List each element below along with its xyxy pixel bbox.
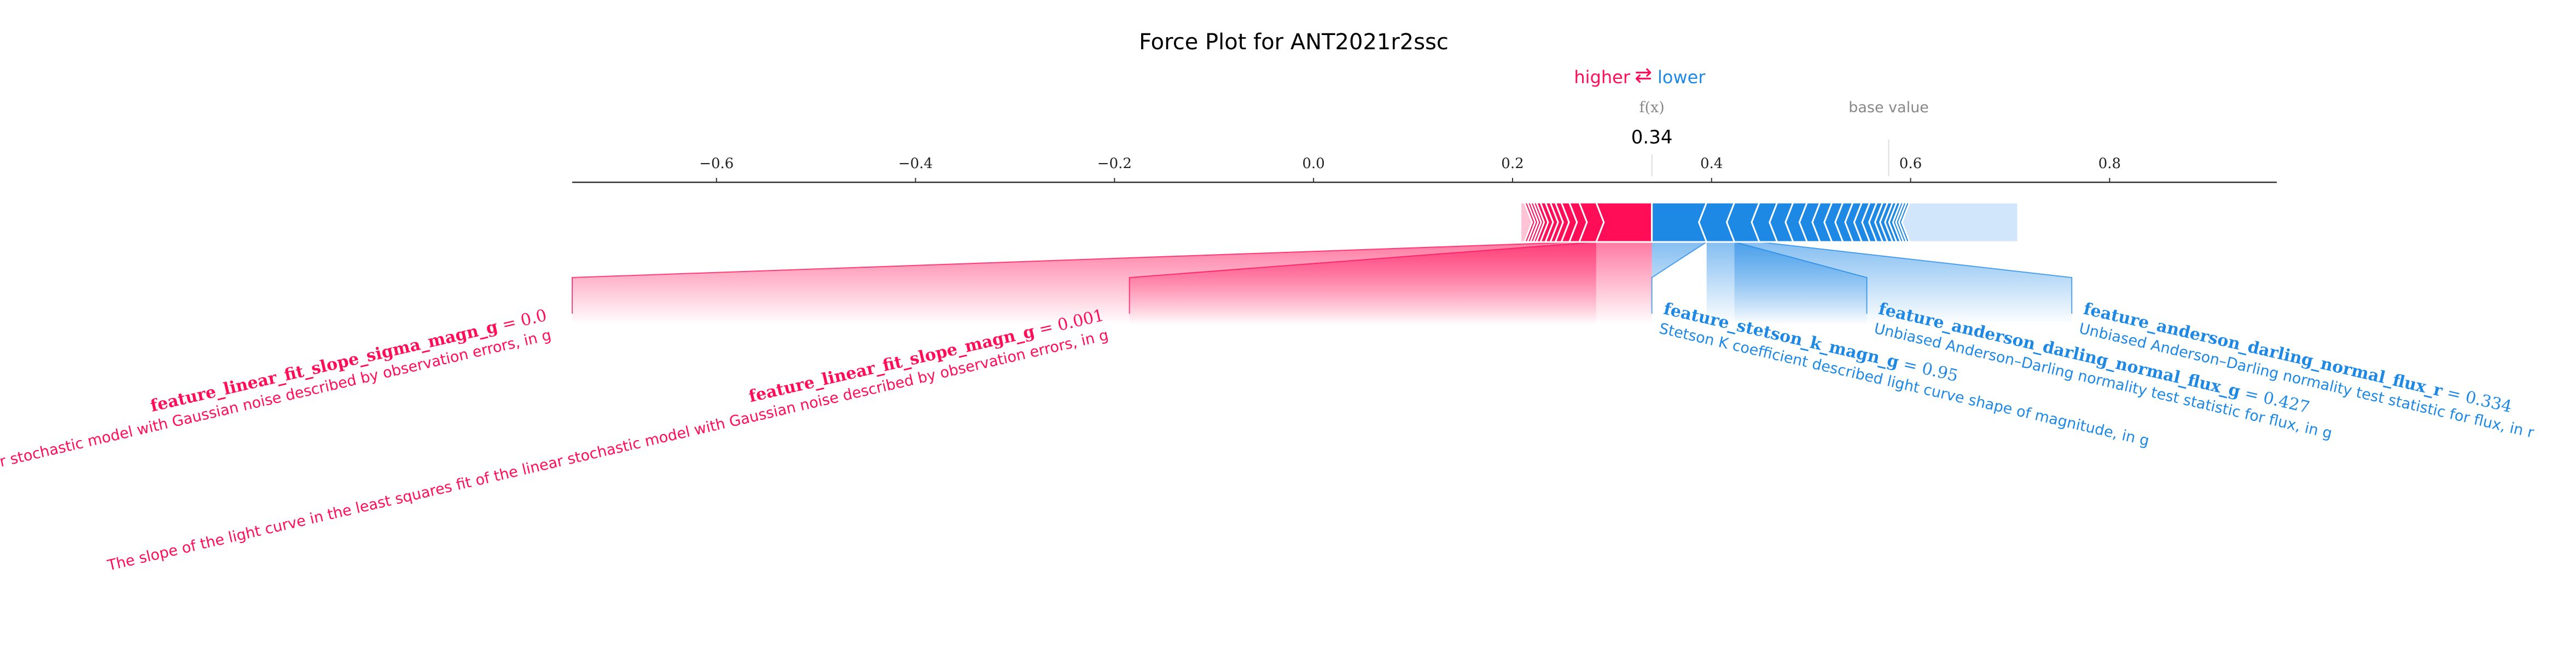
connector-line (1759, 241, 2073, 314)
connector-fans (572, 241, 2073, 325)
connector-line (1129, 241, 1596, 314)
feature-description: The err on the slope of the light curve … (0, 327, 553, 592)
x-tick-label: 0.6 (1899, 155, 1922, 172)
connector-line (572, 241, 1579, 314)
x-tick-label: −0.4 (898, 155, 933, 172)
legend: higher ⇄ lower (1574, 63, 1706, 88)
feature-labels: feature_linear_fit_slope_sigma_magn_g = … (0, 299, 2536, 592)
feature-equals: = (2440, 382, 2468, 406)
feature-equals: = (2238, 383, 2266, 407)
feature-value: 0.0 (519, 306, 548, 331)
x-tick-label: −0.6 (699, 155, 734, 172)
connector-fill (1652, 242, 1707, 325)
x-tick-label: −0.2 (1097, 155, 1132, 172)
connector-fill (1734, 242, 2072, 325)
output-value: 0.34 (1631, 126, 1673, 148)
legend-lower-label: lower (1658, 67, 1706, 88)
base-value-marker: base value (1848, 99, 1929, 176)
connector-line (1651, 241, 1707, 314)
x-tick-label: 0.4 (1700, 155, 1723, 172)
output-label: f(x) (1639, 99, 1665, 116)
output-marker: f(x) 0.34 (1631, 99, 1673, 176)
feature-name-line: feature_linear_fit_slope_sigma_magn_g = … (149, 306, 549, 416)
x-tick-label: 0.8 (2098, 155, 2121, 172)
connector-fill (1129, 242, 1652, 325)
legend-arrows-icon: ⇄ (1635, 63, 1652, 87)
x-axis: −0.6 −0.4 −0.2 0.0 0.2 0.4 0.6 0.8 (572, 155, 2277, 183)
x-tick-label: 0.2 (1501, 155, 1523, 172)
legend-higher-label: higher (1574, 67, 1630, 88)
positive-segment (1520, 201, 1533, 243)
feature-label: feature_linear_fit_slope_magn_g = 0.001T… (106, 306, 1110, 575)
chart-title: Force Plot for ANT2021r2ssc (1139, 30, 1449, 55)
base-value-label: base value (1848, 99, 1929, 116)
feature-description: The slope of the light curve in the leas… (106, 327, 1110, 575)
force-bar (1520, 201, 2019, 243)
feature-label: feature_linear_fit_slope_sigma_magn_g = … (0, 306, 553, 592)
negative-segment (1901, 201, 2019, 243)
x-tick-label: 0.0 (1302, 155, 1324, 172)
feature-equals: = (1897, 354, 1924, 378)
feature-equals: = (495, 311, 523, 336)
